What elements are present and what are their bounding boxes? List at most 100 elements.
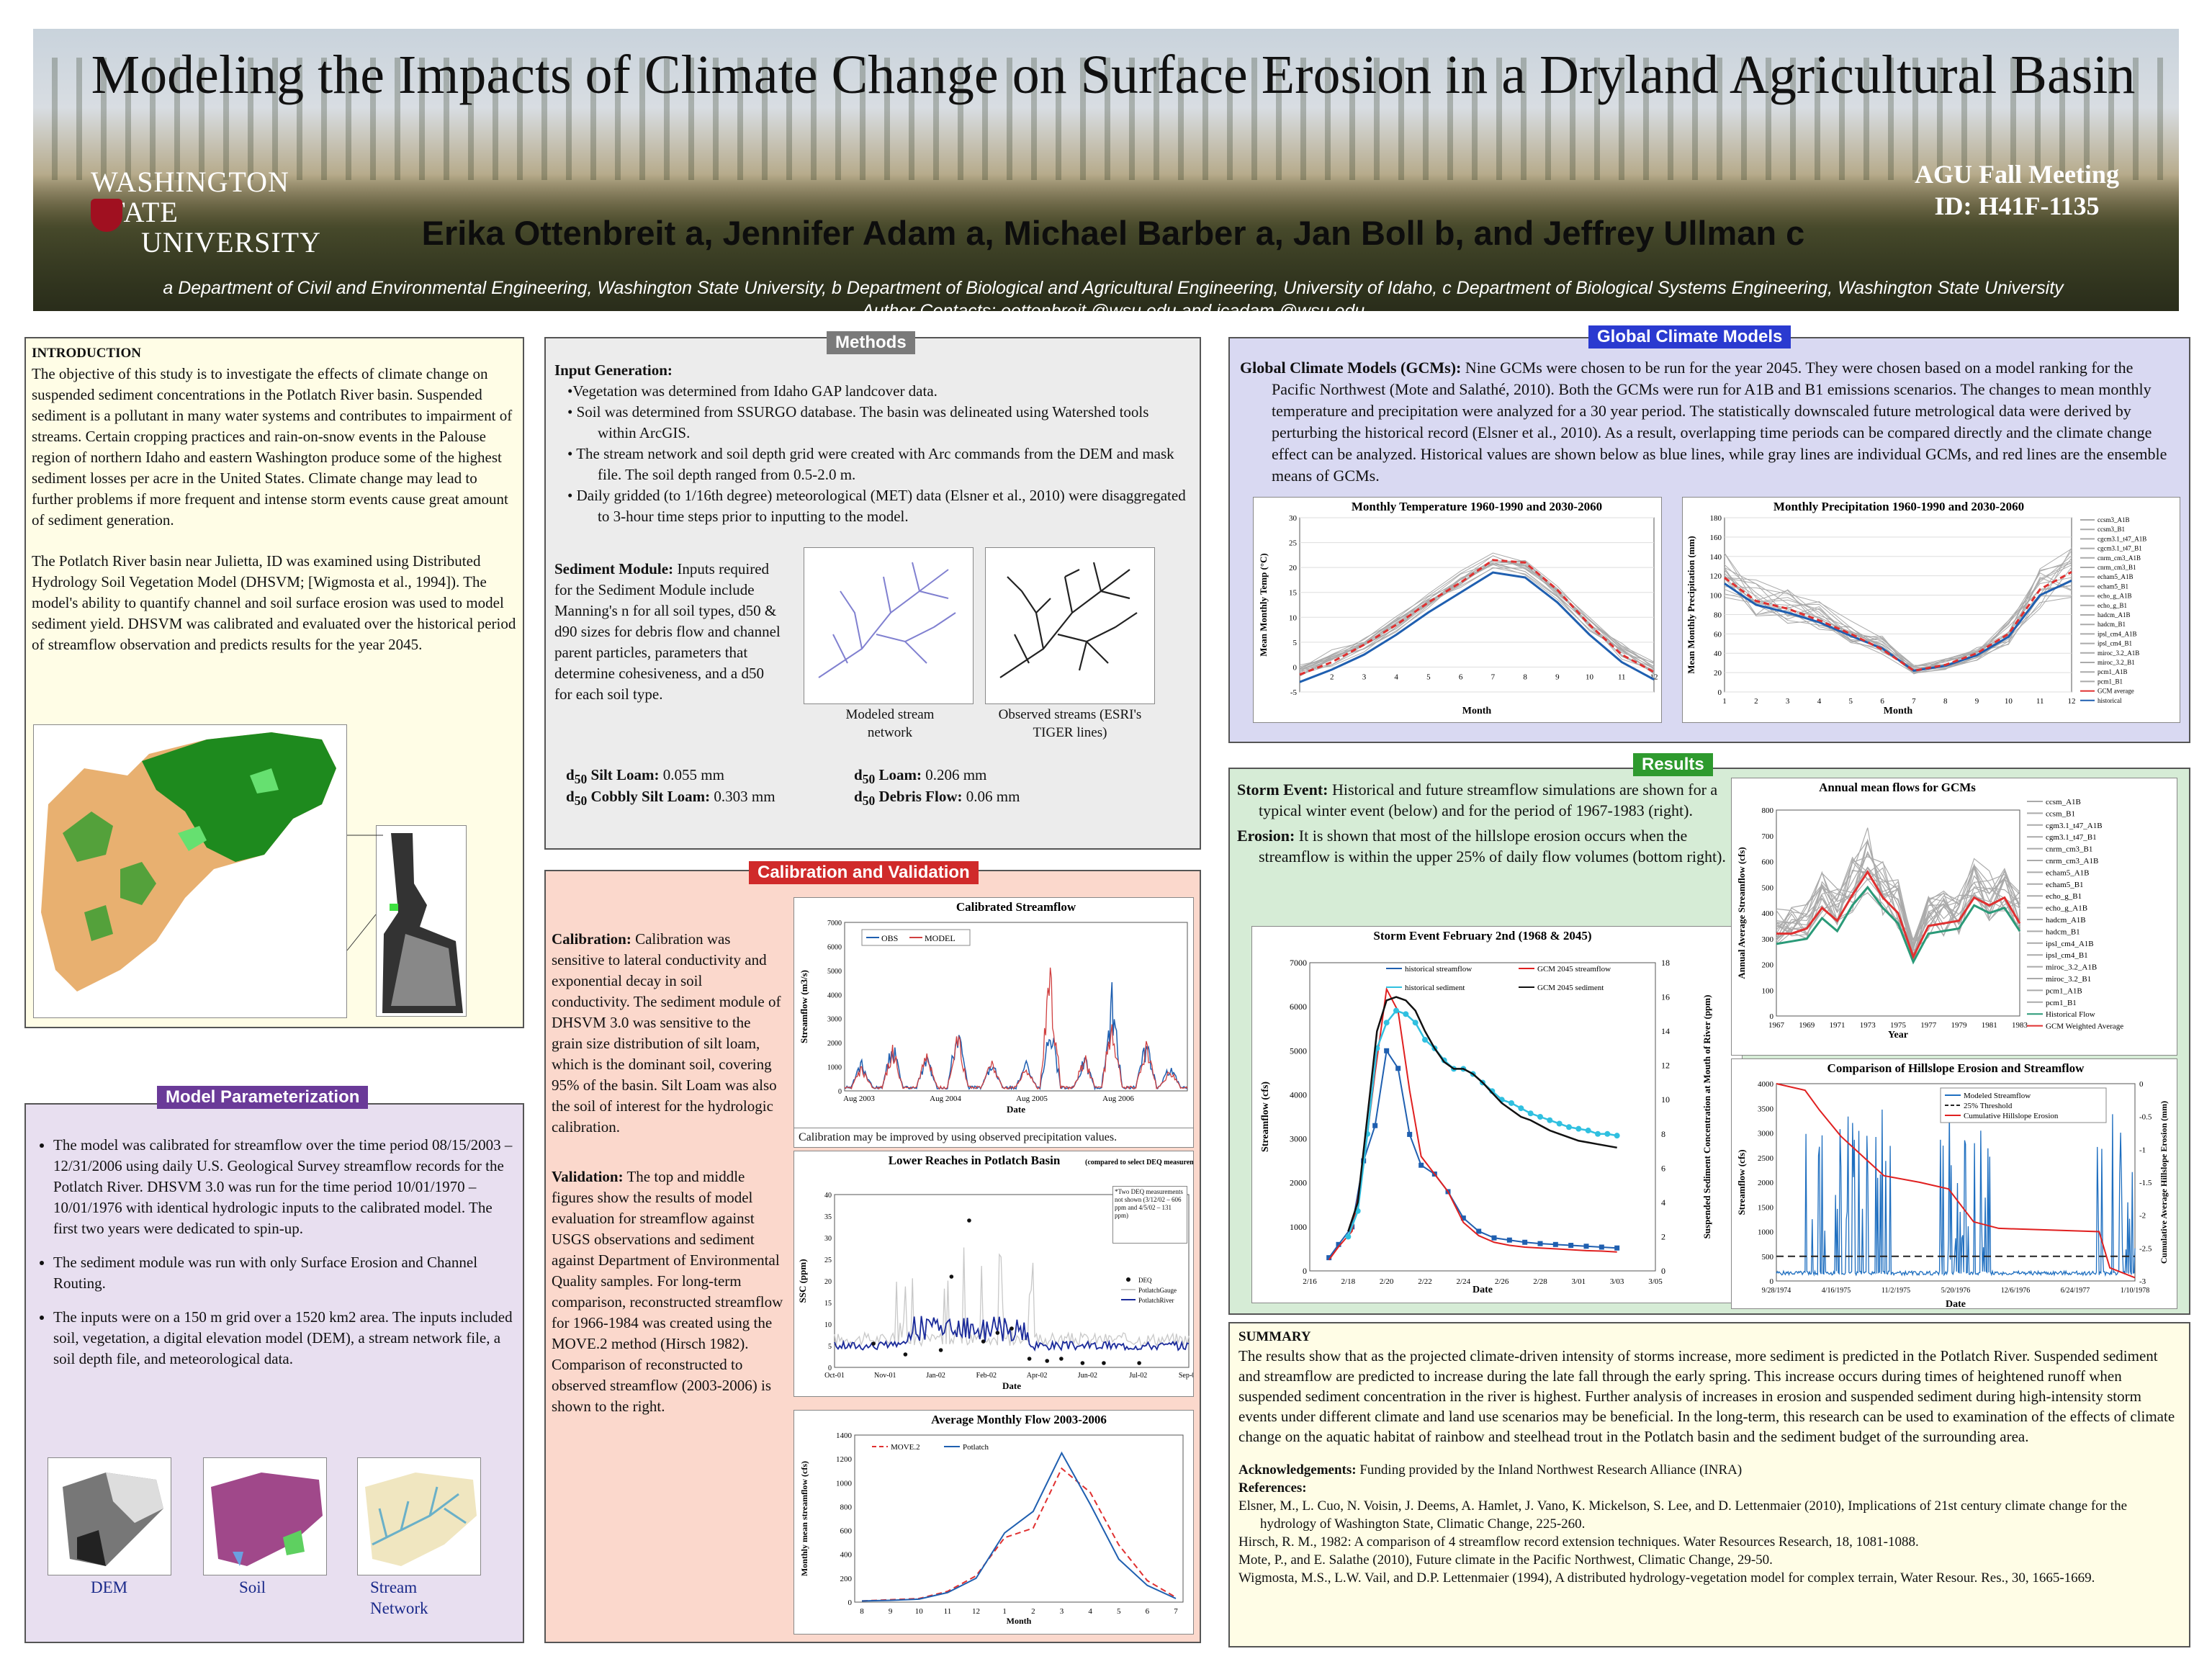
data-point [1595,1130,1601,1137]
y-tick-label: 180 [1710,514,1722,523]
y-tick-label: 300 [1762,935,1774,944]
x-tick-label: 8 [1523,673,1527,682]
stream-network-map [357,1457,481,1575]
modeled-stream-network-figure [804,547,974,704]
x-tick-label: 1977 [1920,1021,1937,1030]
deq-point [1137,1361,1141,1365]
x-tick-label: 2/28 [1533,1277,1547,1286]
y-tick-label: 0 [848,1599,853,1607]
gcm-series-line [1299,559,1655,677]
x-tick-label: 5 [1849,697,1853,706]
y-tick-label: 1000 [1758,1228,1774,1237]
y-tick-label: 100 [1710,592,1722,601]
y-tick-label: 2000 [1290,1178,1307,1188]
y-tick-label: 0 [1770,1012,1774,1021]
x-axis-label: Date [1007,1104,1025,1115]
series-line [1776,885,2021,965]
x-tick-label: 1969 [1799,1021,1815,1030]
x-tick-label: 12 [2068,697,2076,706]
x-tick-label: 5/20/1976 [1941,1287,1971,1295]
x-tick-label: Jul-02 [1129,1372,1147,1380]
chart-title: Average Monthly Flow 2003-2006 [931,1413,1107,1426]
introduction-paragraph-1: The objective of this study is to invest… [32,365,513,529]
observed-streams-figure [985,547,1155,704]
y-tick-label: 1000 [1290,1222,1307,1232]
deq-point [1010,1326,1014,1331]
summary-heading: SUMMARY [1238,1329,1311,1344]
data-point [1583,1244,1589,1249]
y-tick-label: 400 [1762,909,1774,918]
legend-box [1940,1087,2107,1123]
input-generation-heading: Input Generation: [554,361,673,379]
y-tick-label: 0 [1718,688,1722,697]
cougar-shield-icon [91,199,122,232]
parameterization-bullet: The inputs were on a 150 m grid over a 1… [53,1307,516,1370]
observed-streams-caption: Observed streams (ESRI's TIGER lines) [998,707,1142,740]
series-line [1328,986,1617,1261]
x-tick-label: 1973 [1860,1021,1876,1030]
x-tick-label: 9/28/1974 [1762,1287,1791,1295]
legend-label: echam5_A1B [2046,868,2089,877]
introduction-paragraph-2: The Potlatch River basin near Julietta, … [32,552,516,653]
plot-area [1776,1083,2136,1282]
legend-label: PotlatchGauge [1138,1287,1177,1294]
x-tick-label: 4 [1817,697,1822,706]
y-tick-label: 1200 [836,1455,853,1464]
author-contacts: Author Contacts: eottenbreit @wsu.edu an… [861,301,1365,311]
y-tick-label: 60 [1714,630,1722,639]
x-tick-label: Aug 2003 [843,1094,875,1103]
y-tick-label: 20 [824,1278,832,1286]
modeled-stream-caption: Modeled stream network [845,707,935,740]
y-tick-label: 3500 [1758,1105,1774,1113]
stream-network-label: Stream Network [370,1578,428,1617]
monthly-temperature-chart: Monthly Temperature 1960-1990 and 2030-2… [1253,497,1662,723]
y-tick-label: 120 [1710,572,1722,581]
deq-point [1045,1359,1049,1363]
gcm-series-line [1299,567,1655,675]
data-point [1522,1239,1528,1245]
hillslope-erosion-chart: Comparison of Hillslope Erosion and Stre… [1731,1058,2177,1309]
y-tick-label: 15 [824,1300,832,1308]
series-line [1328,1048,1617,1259]
legend-label: 25% Threshold [1964,1102,2013,1110]
y-tick-label: 0 [1293,663,1298,672]
chart-title: Annual mean flows for GCMs [1819,781,1976,794]
parameterization-bullet: The model was calibrated for streamflow … [53,1135,516,1239]
legend-label: MODEL [925,933,956,943]
legend-label: cgm3.1_t47_B1 [2046,833,2097,842]
chart-title: Monthly Precipitation 1960-1990 and 2030… [1773,500,2024,513]
gcm-series-line [1299,563,1655,675]
average-monthly-flow-chart: Average Monthly Flow 2003-2006 0 200 400 600… [793,1410,1194,1635]
data-point [1537,1241,1543,1246]
storm-event-text: Storm Event: Historical and future strea… [1237,781,1718,819]
y2-tick-label: 18 [1661,958,1670,968]
x-tick-label: 10 [915,1607,924,1616]
y2-tick-label: -1 [2139,1146,2146,1154]
y-tick-label: 600 [840,1527,853,1536]
deq-point [903,1352,908,1357]
x-tick-label: 6 [1459,673,1463,682]
map-callout-lines [346,835,383,951]
y-tick-label: 0 [828,1364,832,1372]
data-point [1604,1130,1611,1137]
x-tick-label: 1/10/1978 [2121,1287,2150,1295]
legend-label: hadcm_B1 [2098,621,2126,628]
gcm-series-line [1776,867,2020,952]
y-tick-label: 15 [1289,589,1298,598]
deq-point [949,1274,954,1279]
plot-area [1776,809,2020,1017]
data-point [1403,1011,1409,1017]
data-point [1384,1048,1390,1053]
erosion-text: Erosion: It is shown that most of the hi… [1237,827,1726,866]
x-tick-label: 3/05 [1648,1277,1663,1286]
meeting-id: AGU Fall Meeting ID: H41F-1135 [1898,158,2136,222]
y2-tick-label: -0.5 [2139,1113,2152,1122]
x-tick-label: 2/22 [1418,1277,1432,1286]
y-tick-label: 4000 [1290,1089,1307,1100]
legend-label: cnrm_cm3_A1B [2046,857,2098,866]
x-tick-label: Oct-01 [824,1372,845,1380]
x-tick-label: 7 [1491,673,1496,682]
legend-label: echam5_A1B [2098,573,2134,580]
methods-panel: Input Generation: •Vegetation was determ… [544,337,1201,850]
y-axis-label: SSC (ppm) [797,1259,808,1303]
